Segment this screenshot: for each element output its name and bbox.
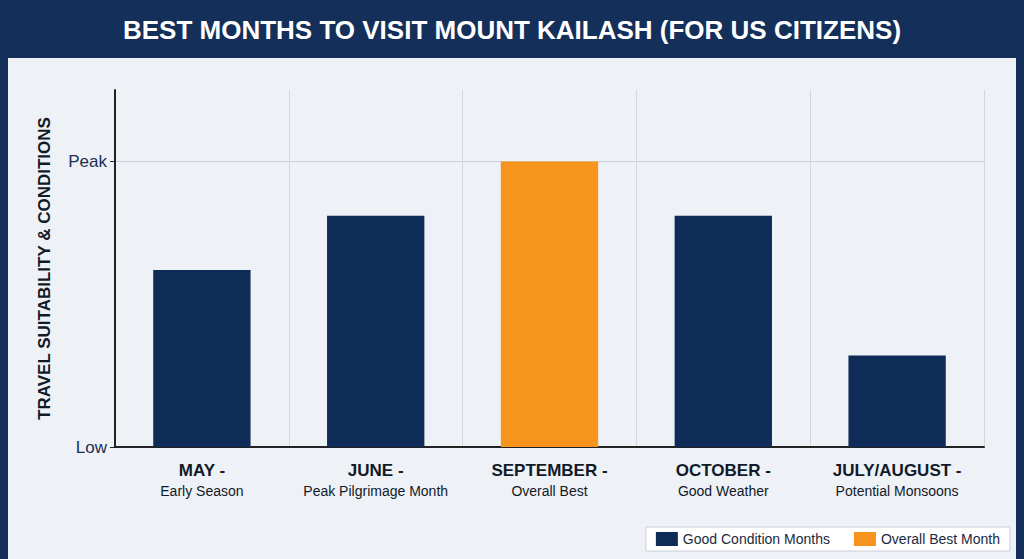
svg-text:Overall Best: Overall Best — [511, 483, 587, 499]
svg-text:Potential Monsoons: Potential Monsoons — [836, 483, 959, 499]
svg-text:Overall Best Month: Overall Best Month — [881, 531, 1000, 547]
svg-text:Peak: Peak — [68, 152, 107, 171]
svg-text:BEST MONTHS TO VISIT MOUNT KAI: BEST MONTHS TO VISIT MOUNT KAILASH (FOR … — [123, 15, 901, 45]
svg-text:MAY -: MAY - — [179, 461, 225, 480]
svg-text:Good Condition Months: Good Condition Months — [683, 531, 830, 547]
svg-text:TRAVEL SUITABILITY & CONDITION: TRAVEL SUITABILITY & CONDITIONS — [35, 117, 54, 420]
svg-text:Good Weather: Good Weather — [678, 483, 769, 499]
svg-text:Early Season: Early Season — [160, 483, 243, 499]
svg-text:JULY/AUGUST -: JULY/AUGUST - — [833, 461, 962, 480]
svg-text:OCTOBER -: OCTOBER - — [676, 461, 771, 480]
svg-text:Low: Low — [76, 438, 108, 457]
svg-text:JUNE -: JUNE - — [348, 461, 404, 480]
svg-text:SEPTEMBER -: SEPTEMBER - — [491, 461, 607, 480]
svg-text:Peak Pilgrimage Month: Peak Pilgrimage Month — [303, 483, 448, 499]
